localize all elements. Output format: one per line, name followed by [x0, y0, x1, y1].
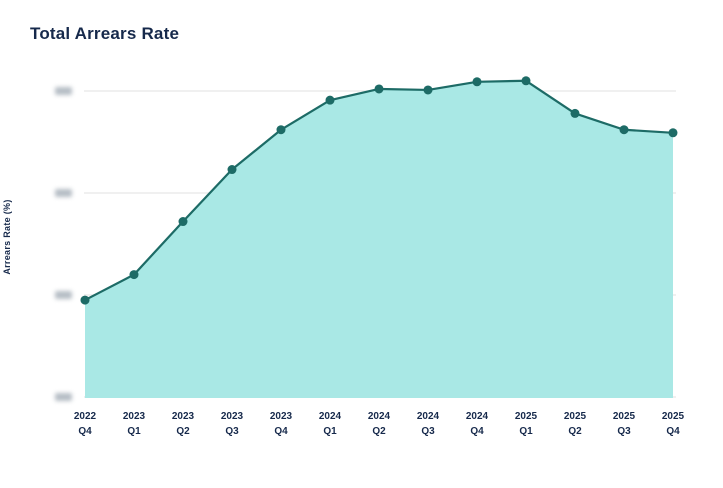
x-tick-label: 2022 Q4 [61, 409, 109, 439]
data-point[interactable] [472, 77, 482, 87]
x-tick-line: 2024 [416, 411, 440, 422]
x-tick-line: Q2 [176, 426, 190, 437]
x-tick-label: 2023 Q2 [159, 409, 207, 439]
x-tick-line: Q3 [421, 426, 435, 437]
x-tick-label: 2025 Q3 [600, 409, 648, 439]
data-point[interactable] [276, 125, 286, 135]
x-tick-line: 2025 [661, 411, 685, 422]
x-tick-label: 2023 Q1 [110, 409, 158, 439]
x-tick-label: 2024 Q3 [404, 409, 452, 439]
data-point[interactable] [570, 108, 580, 118]
y-tick-label-blurred [55, 189, 72, 197]
chart-title: Total Arrears Rate [30, 24, 180, 43]
x-tick-line: Q4 [666, 426, 680, 437]
data-point[interactable] [423, 85, 433, 95]
x-tick-line: Q1 [519, 426, 533, 437]
x-tick-line: 2024 [318, 411, 342, 422]
y-tick-label-blurred [55, 291, 72, 299]
x-tick-line: 2023 [220, 411, 244, 422]
x-tick-line: Q3 [617, 426, 631, 437]
data-point[interactable] [521, 76, 531, 86]
x-tick-line: Q1 [127, 426, 141, 437]
x-tick-label: 2025 Q2 [551, 409, 599, 439]
x-tick-line: Q4 [78, 426, 92, 437]
data-point[interactable] [668, 128, 678, 138]
x-tick-line: 2025 [612, 411, 636, 422]
x-tick-line: Q2 [372, 426, 386, 437]
x-tick-line: Q2 [568, 426, 582, 437]
x-tick-line: 2023 [122, 411, 146, 422]
x-tick-line: 2024 [367, 411, 391, 422]
x-tick-label: 2024 Q4 [453, 409, 501, 439]
data-point[interactable] [619, 125, 629, 135]
data-point[interactable] [227, 165, 237, 175]
y-tick-label-blurred [55, 87, 72, 95]
x-tick-line: 2024 [465, 411, 489, 422]
x-tick-label: 2025 Q4 [649, 409, 697, 439]
x-tick-line: 2025 [514, 411, 538, 422]
data-point[interactable] [129, 270, 139, 280]
x-tick-label: 2023 Q4 [257, 409, 305, 439]
x-tick-line: 2023 [269, 411, 293, 422]
x-tick-line: Q4 [274, 426, 288, 437]
x-tick-line: Q3 [225, 426, 239, 437]
data-point[interactable] [325, 95, 335, 105]
x-tick-line: 2022 [73, 411, 97, 422]
x-tick-label: 2024 Q2 [355, 409, 403, 439]
data-point[interactable] [178, 217, 188, 227]
x-tick-line: 2023 [171, 411, 195, 422]
data-point[interactable] [374, 84, 384, 94]
x-tick-label: 2025 Q1 [502, 409, 550, 439]
x-tick-line: 2025 [563, 411, 587, 422]
x-tick-line: Q1 [323, 426, 337, 437]
x-tick-label: 2024 Q1 [306, 409, 354, 439]
y-tick-label-blurred [55, 393, 72, 401]
x-tick-label: 2023 Q3 [208, 409, 256, 439]
area-fill [85, 80, 673, 398]
data-point[interactable] [80, 295, 90, 305]
x-tick-line: Q4 [470, 426, 484, 437]
